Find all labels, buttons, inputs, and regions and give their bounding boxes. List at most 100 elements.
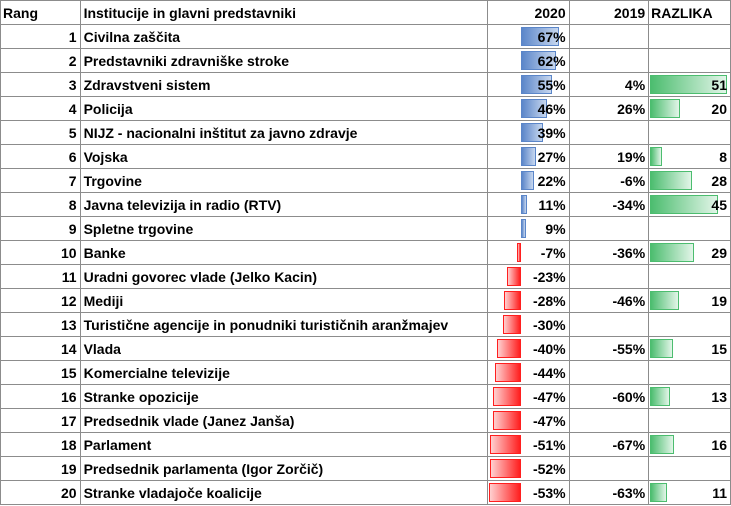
value-2020-cell[interactable]: 27%	[487, 144, 570, 169]
institution-cell[interactable]: Mediji	[79, 288, 489, 313]
rank-cell[interactable]: 7	[0, 168, 81, 193]
difference-cell[interactable]: 8	[648, 144, 731, 169]
value-2019-cell[interactable]: -46%	[568, 288, 650, 313]
value-2020-cell[interactable]: -51%	[487, 432, 570, 457]
institution-cell[interactable]: Predsednik vlade (Janez Janša)	[79, 408, 489, 433]
institution-cell[interactable]: Turistične agencije in ponudniki turisti…	[79, 312, 489, 337]
institution-cell[interactable]: Stranke vladajoče koalicije	[79, 480, 489, 505]
rank-cell[interactable]: 16	[0, 384, 81, 409]
value-2019-cell[interactable]	[568, 24, 650, 49]
rank-cell[interactable]: 1	[0, 24, 81, 49]
difference-cell[interactable]: 29	[648, 240, 731, 265]
institution-cell[interactable]: Stranke opozicije	[79, 384, 489, 409]
institution-cell[interactable]: Banke	[79, 240, 489, 265]
value-2019-cell[interactable]: 19%	[568, 144, 650, 169]
value-2020-cell[interactable]: 67%	[487, 24, 570, 49]
rank-cell[interactable]: 20	[0, 480, 81, 505]
rank-cell[interactable]: 8	[0, 192, 81, 217]
value-2020-cell[interactable]: -30%	[487, 312, 570, 337]
difference-cell[interactable]: 20	[648, 96, 731, 121]
difference-cell[interactable]: 19	[648, 288, 731, 313]
rank-cell[interactable]: 10	[0, 240, 81, 265]
difference-cell[interactable]	[648, 312, 731, 337]
value-2019-cell[interactable]: -60%	[568, 384, 650, 409]
value-2019-cell[interactable]	[568, 360, 650, 385]
value-2020-cell[interactable]: 9%	[487, 216, 570, 241]
institution-cell[interactable]: Predstavniki zdravniške stroke	[79, 48, 489, 73]
value-2020-cell[interactable]: -52%	[487, 456, 570, 481]
value-2020-cell[interactable]: -53%	[487, 480, 570, 505]
value-2020-cell[interactable]: 22%	[487, 168, 570, 193]
rank-cell[interactable]: 2	[0, 48, 81, 73]
difference-cell[interactable]	[648, 216, 731, 241]
difference-cell[interactable]	[648, 408, 731, 433]
value-2019-cell[interactable]	[568, 48, 650, 73]
rank-cell[interactable]: 18	[0, 432, 81, 457]
rank-cell[interactable]: 3	[0, 72, 81, 97]
difference-cell[interactable]: 28	[648, 168, 731, 193]
difference-cell[interactable]	[648, 24, 731, 49]
institution-cell[interactable]: Zdravstveni sistem	[79, 72, 489, 97]
institution-cell[interactable]: Vlada	[79, 336, 489, 361]
header-difference[interactable]: RAZLIKA	[648, 0, 731, 25]
difference-cell[interactable]	[648, 360, 731, 385]
institution-cell[interactable]: Komercialne televizije	[79, 360, 489, 385]
rank-cell[interactable]: 14	[0, 336, 81, 361]
value-2019-cell[interactable]: -67%	[568, 432, 650, 457]
header-2020[interactable]: 2020	[487, 0, 570, 25]
value-2020-cell[interactable]: 11%	[487, 192, 570, 217]
institution-cell[interactable]: Civilna zaščita	[79, 24, 489, 49]
rank-cell[interactable]: 4	[0, 96, 81, 121]
header-institution[interactable]: Institucije in glavni predstavniki	[79, 0, 489, 25]
institution-cell[interactable]: Predsednik parlamenta (Igor Zorčič)	[79, 456, 489, 481]
rank-cell[interactable]: 11	[0, 264, 81, 289]
institution-cell[interactable]: Spletne trgovine	[79, 216, 489, 241]
rank-cell[interactable]: 15	[0, 360, 81, 385]
difference-cell[interactable]: 16	[648, 432, 731, 457]
value-2019-cell[interactable]: -63%	[568, 480, 650, 505]
institution-cell[interactable]: Trgovine	[79, 168, 489, 193]
value-2019-cell[interactable]: 4%	[568, 72, 650, 97]
value-2020-cell[interactable]: 62%	[487, 48, 570, 73]
rank-cell[interactable]: 19	[0, 456, 81, 481]
value-2020-cell[interactable]: -28%	[487, 288, 570, 313]
value-2019-cell[interactable]	[568, 312, 650, 337]
value-2019-cell[interactable]: 26%	[568, 96, 650, 121]
value-2019-cell[interactable]: -34%	[568, 192, 650, 217]
value-2020-cell[interactable]: -40%	[487, 336, 570, 361]
difference-cell[interactable]: 51	[648, 72, 731, 97]
value-2020-cell[interactable]: -7%	[487, 240, 570, 265]
institution-cell[interactable]: Vojska	[79, 144, 489, 169]
difference-cell[interactable]: 15	[648, 336, 731, 361]
difference-cell[interactable]: 45	[648, 192, 731, 217]
value-2019-cell[interactable]: -36%	[568, 240, 650, 265]
difference-cell[interactable]	[648, 48, 731, 73]
difference-cell[interactable]	[648, 264, 731, 289]
rank-cell[interactable]: 9	[0, 216, 81, 241]
value-2019-cell[interactable]: -6%	[568, 168, 650, 193]
value-2020-cell[interactable]: -44%	[487, 360, 570, 385]
institution-cell[interactable]: Uradni govorec vlade (Jelko Kacin)	[79, 264, 489, 289]
header-2019[interactable]: 2019	[568, 0, 650, 25]
difference-cell[interactable]	[648, 456, 731, 481]
institution-cell[interactable]: Parlament	[79, 432, 489, 457]
value-2019-cell[interactable]	[568, 120, 650, 145]
value-2019-cell[interactable]	[568, 264, 650, 289]
difference-cell[interactable]	[648, 120, 731, 145]
value-2020-cell[interactable]: 39%	[487, 120, 570, 145]
value-2020-cell[interactable]: -23%	[487, 264, 570, 289]
rank-cell[interactable]: 5	[0, 120, 81, 145]
rank-cell[interactable]: 6	[0, 144, 81, 169]
value-2020-cell[interactable]: 46%	[487, 96, 570, 121]
rank-cell[interactable]: 13	[0, 312, 81, 337]
header-rank[interactable]: Rang	[0, 0, 81, 25]
rank-cell[interactable]: 17	[0, 408, 81, 433]
value-2020-cell[interactable]: 55%	[487, 72, 570, 97]
institution-cell[interactable]: Policija	[79, 96, 489, 121]
difference-cell[interactable]: 11	[648, 480, 731, 505]
institution-cell[interactable]: Javna televizija in radio (RTV)	[79, 192, 489, 217]
value-2019-cell[interactable]	[568, 408, 650, 433]
institution-cell[interactable]: NIJZ - nacionalni inštitut za javno zdra…	[79, 120, 489, 145]
difference-cell[interactable]: 13	[648, 384, 731, 409]
value-2020-cell[interactable]: -47%	[487, 384, 570, 409]
